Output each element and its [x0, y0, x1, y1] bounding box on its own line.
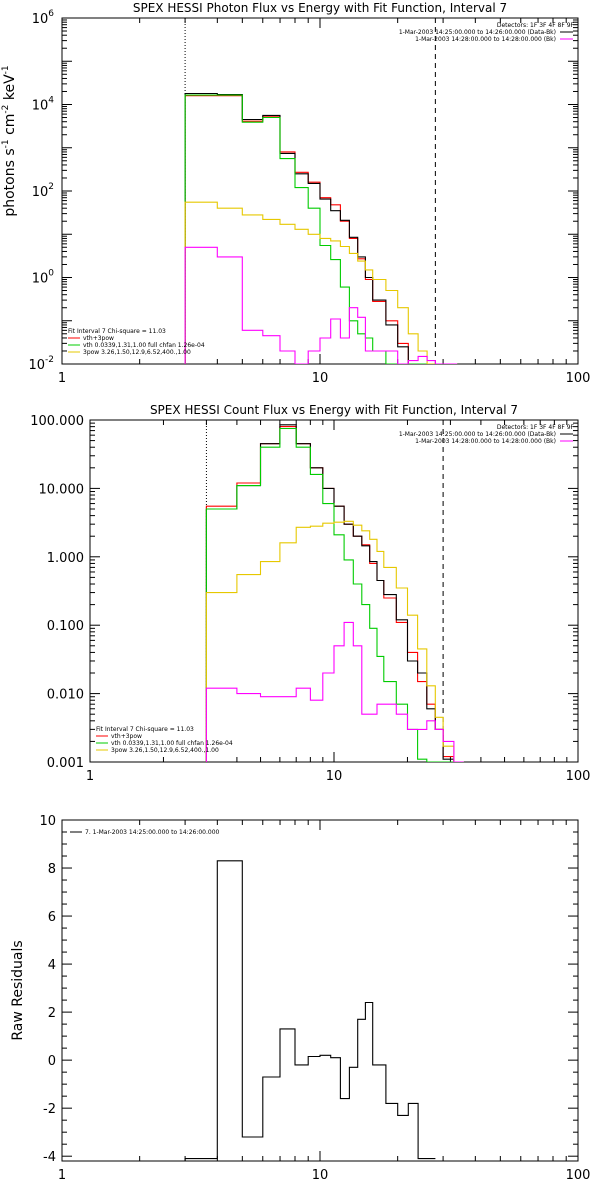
series-vth-3pow-line [184, 95, 458, 364]
y-tick-label: 10-2 [28, 355, 54, 373]
legend-entry: 3pow 3.26,1.50,12.9,6.52,400.,1.00 [111, 747, 219, 754]
x-tick-label: 1 [58, 371, 66, 386]
series-vth-line [184, 94, 458, 364]
y-tick-base: 10 [28, 358, 45, 373]
y-tick-label: 100 [32, 269, 55, 287]
y-axis-label-part: keV [2, 74, 18, 105]
y-tick-label: 1.000 [47, 551, 84, 566]
y-tick-label: 0.100 [47, 619, 84, 634]
y-axis-label-part: cm [2, 114, 18, 140]
legend-entry: vth+3pow [83, 335, 114, 342]
y-axis-label-exponent: -2 [1, 105, 11, 114]
y-tick-label: 4 [48, 958, 56, 973]
legend-entry: vth 0.0339,1.31,1.00 full chfan 1.26e-04 [111, 740, 233, 747]
legend-entry: 1-Mar-2003 14:25:00.000 to 14:26:00.000 … [399, 431, 556, 438]
y-tick-label: 106 [32, 9, 55, 27]
y-axis-label: Raw Residuals [10, 940, 26, 1040]
legend-entry: vth+3pow [111, 733, 142, 740]
series-bk-line [205, 621, 464, 762]
series-residuals-line [184, 860, 436, 1161]
y-tick-exponent: -2 [45, 355, 54, 365]
legend-entry: 1-Mar-2003 14:25:00.000 to 14:26:00.000 … [399, 29, 556, 36]
chart-panel-3: 1 10 100 -4 -2 0 2 4 6 8 10 Raw Residuals 7. 1-Mar-2… [10, 814, 590, 1183]
y-tick-label: 104 [32, 96, 55, 114]
x-tick-label: 10 [326, 769, 343, 784]
y-axis-label-exponent: -1 [1, 65, 11, 74]
y-tick-base: 10 [32, 272, 49, 287]
y-tick-label: 6 [48, 910, 56, 925]
y-tick-exponent: 2 [48, 182, 54, 192]
y-tick-exponent: 6 [48, 9, 54, 19]
legend-entry: Fit Interval 7 Chi-square = 11.03 [96, 726, 194, 733]
series-vth-line [205, 427, 464, 762]
y-tick-exponent: 4 [48, 96, 54, 106]
legend-entry: Fit Interval 7 Chi-square = 11.03 [68, 328, 166, 335]
y-tick-label: 10 [39, 814, 56, 829]
series-bk-line [184, 246, 458, 364]
x-tick-label: 10 [312, 1168, 329, 1183]
y-axis-label: photons s-1 cm-2 keV-1 [1, 65, 18, 216]
y-tick-base: 10 [32, 99, 49, 114]
y-tick-label: -2 [43, 1102, 56, 1117]
legend-entry: Detectors: 1F 3F 4F 8F 9F [497, 22, 575, 29]
y-tick-label: -4 [43, 1150, 56, 1165]
series-3pow-line [205, 520, 464, 762]
legend-entry: vth 0.0339,1.31,1.00 full chfan 1.26e-04 [83, 342, 205, 349]
x-tick-label: 100 [566, 371, 591, 386]
y-tick-label: 0 [48, 1054, 56, 1069]
x-tick-label: 100 [566, 769, 591, 784]
chart-title: SPEX HESSI Photon Flux vs Energy with Fi… [133, 1, 507, 15]
y-tick-label: 100.000 [30, 414, 84, 429]
y-axis-label-part: photons s [2, 148, 18, 216]
y-tick-label: 102 [32, 182, 54, 200]
series-3pow-line [184, 201, 458, 364]
x-tick-label: 10 [312, 371, 329, 386]
y-tick-label: 10.000 [39, 482, 85, 497]
chart-title: SPEX HESSI Count Flux vs Energy with Fit… [150, 403, 518, 417]
y-tick-base: 10 [32, 185, 49, 200]
legend-entry: 3pow 3.26,1.50,12.9,6.52,400.,1.00 [83, 349, 191, 356]
plot-frame [61, 819, 579, 1162]
series-data-line [205, 424, 464, 762]
y-tick-label: 0.001 [47, 756, 84, 771]
chart-panel-2: SPEX HESSI Count Flux vs Energy with Fit… [30, 403, 590, 784]
x-tick-label: 1 [58, 1168, 66, 1183]
y-tick-label: 2 [48, 1006, 56, 1021]
y-tick-label: 0.010 [47, 688, 84, 703]
x-tick-label: 1 [86, 769, 94, 784]
chart-panel-1: SPEX HESSI Photon Flux vs Energy with Fi… [1, 1, 590, 386]
y-axis-label-exponent: -1 [1, 139, 11, 148]
series-vth-3pow-line [205, 426, 464, 762]
y-tick-base: 10 [32, 12, 49, 27]
legend-entry: 1-Mar-2003 14:28:00.000 to 14:28:00.000 … [415, 36, 556, 43]
series-data-line [184, 92, 458, 364]
x-tick-label: 100 [566, 1168, 591, 1183]
plot-frame [89, 419, 579, 763]
y-tick-label: 8 [48, 862, 56, 877]
legend-entry: 1-Mar-2003 14:28:00.000 to 14:28:00.000 … [415, 438, 556, 445]
y-tick-exponent: 0 [48, 269, 54, 279]
legend-entry: Detectors: 1F 3F 4F 8F 9F [497, 424, 575, 431]
legend-entry: 7. 1-Mar-2003 14:25:00.000 to 14:26:00.0… [85, 829, 220, 836]
